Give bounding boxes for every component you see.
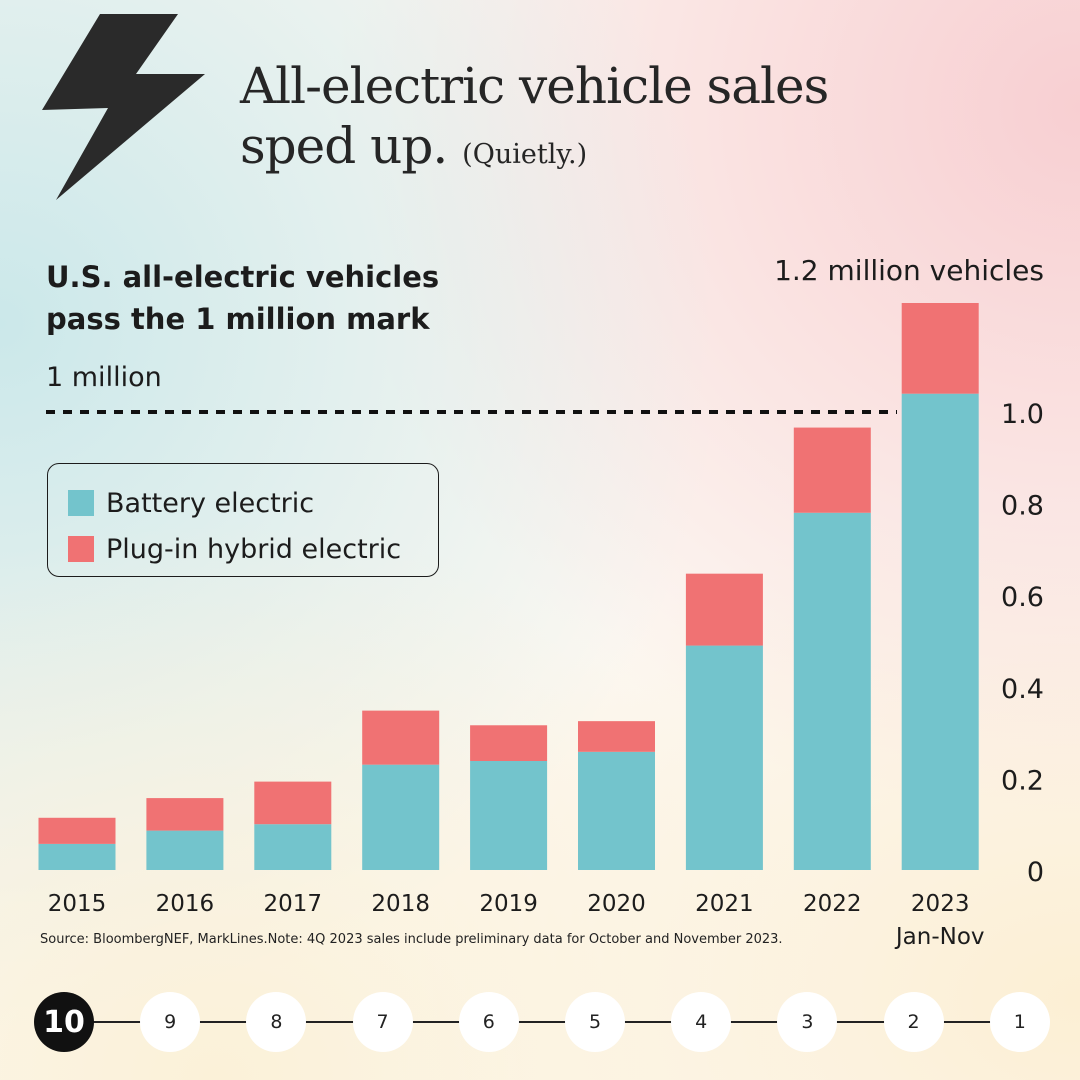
slide-stepper: 10 9 8 7 6 5 4 3 2 1 bbox=[0, 990, 1080, 1054]
step-6[interactable]: 6 bbox=[458, 992, 519, 1052]
bar-2019-battery-electric bbox=[470, 760, 548, 870]
x-tick-label-2019: 2019 bbox=[479, 891, 538, 917]
bar-2021-battery-electric bbox=[685, 645, 763, 870]
legend-label-plug-in-hybrid: Plug-in hybrid electric bbox=[106, 533, 402, 565]
bar-2022-plug-in-hybrid bbox=[793, 427, 871, 513]
bar-2020-plug-in-hybrid bbox=[578, 721, 655, 752]
step-10[interactable]: 10 bbox=[34, 992, 94, 1052]
y-tick-label-0.4: 0.4 bbox=[1001, 674, 1044, 705]
lightning-bolt-icon bbox=[42, 14, 205, 200]
step-3[interactable]: 3 bbox=[777, 992, 838, 1052]
legend-label-battery-electric: Battery electric bbox=[106, 487, 315, 519]
step-2[interactable]: 2 bbox=[883, 992, 944, 1052]
x-tick-label-2023: 2023 bbox=[911, 891, 970, 917]
stepper-line bbox=[64, 1021, 1016, 1023]
chart-subtitle: U.S. all-electric vehicles pass the 1 mi… bbox=[46, 256, 439, 340]
x-tick-label-2015: 2015 bbox=[48, 891, 107, 917]
headline: All-electric vehicle sales sped up. (Qui… bbox=[240, 56, 829, 176]
x-tick-sublabel-2023: Jan-Nov bbox=[894, 924, 985, 950]
bar-2016-plug-in-hybrid bbox=[146, 798, 224, 831]
bar-2015-plug-in-hybrid bbox=[38, 817, 116, 844]
x-tick-label-2016: 2016 bbox=[156, 891, 215, 917]
total-annotation: 1.2 million vehicles bbox=[774, 254, 1044, 287]
x-tick-label-2020: 2020 bbox=[587, 891, 646, 917]
legend-item-plug-in-hybrid: Plug-in hybrid electric bbox=[68, 526, 418, 572]
legend-item-battery-electric: Battery electric bbox=[68, 480, 418, 526]
bar-2019-plug-in-hybrid bbox=[470, 725, 548, 761]
legend-swatch-plug-in-hybrid bbox=[68, 536, 94, 562]
bar-2023-battery-electric bbox=[901, 393, 979, 870]
x-tick-label-2017: 2017 bbox=[264, 891, 323, 917]
step-4[interactable]: 4 bbox=[671, 992, 732, 1052]
bar-2018-plug-in-hybrid bbox=[362, 710, 440, 765]
chart-legend: Battery electric Plug-in hybrid electric bbox=[47, 463, 439, 577]
x-tick-label-2018: 2018 bbox=[371, 891, 430, 917]
step-1[interactable]: 1 bbox=[989, 992, 1050, 1052]
bar-2016-battery-electric bbox=[146, 830, 224, 870]
y-tick-label-0.8: 0.8 bbox=[1001, 491, 1044, 522]
subtitle-line-1: U.S. all-electric vehicles bbox=[46, 260, 440, 294]
step-7[interactable]: 7 bbox=[352, 992, 413, 1052]
bar-2021-plug-in-hybrid bbox=[685, 573, 763, 646]
subtitle-line-2: pass the 1 million mark bbox=[46, 302, 430, 337]
source-note: Source: BloombergNEF, MarkLines.Note: 4Q… bbox=[40, 932, 783, 947]
stacked-bar-chart: 2015 2016 2017 2018 2019 2020 2021 2022 2023 Jan-… bbox=[38, 302, 1044, 950]
step-9[interactable]: 9 bbox=[140, 992, 201, 1052]
headline-aside: (Quietly.) bbox=[462, 139, 588, 170]
step-8[interactable]: 8 bbox=[246, 992, 307, 1052]
x-tick-label-2021: 2021 bbox=[695, 891, 754, 917]
headline-line-1: All-electric vehicle sales bbox=[240, 57, 829, 115]
bar-2018-battery-electric bbox=[362, 764, 440, 870]
headline-line-2-main: sped up. bbox=[240, 117, 448, 175]
headline-line-2: sped up. (Quietly.) bbox=[240, 116, 828, 176]
y-tick-label-1.0: 1.0 bbox=[1001, 399, 1044, 430]
bar-2020-battery-electric bbox=[578, 751, 655, 870]
y-tick-label-0: 0 bbox=[1027, 857, 1044, 888]
step-5[interactable]: 5 bbox=[565, 992, 625, 1052]
bar-2017-plug-in-hybrid bbox=[254, 781, 332, 825]
million-annotation: 1 million bbox=[46, 362, 162, 393]
bar-2022-battery-electric bbox=[793, 512, 871, 870]
bar-2017-battery-electric bbox=[254, 824, 332, 870]
bar-2015-battery-electric bbox=[38, 843, 116, 870]
legend-swatch-battery-electric bbox=[68, 490, 94, 516]
x-tick-label-2022: 2022 bbox=[803, 891, 862, 917]
y-tick-label-0.2: 0.2 bbox=[1001, 765, 1044, 796]
y-tick-label-0.6: 0.6 bbox=[1001, 582, 1044, 613]
bar-2023-plug-in-hybrid bbox=[901, 302, 979, 394]
